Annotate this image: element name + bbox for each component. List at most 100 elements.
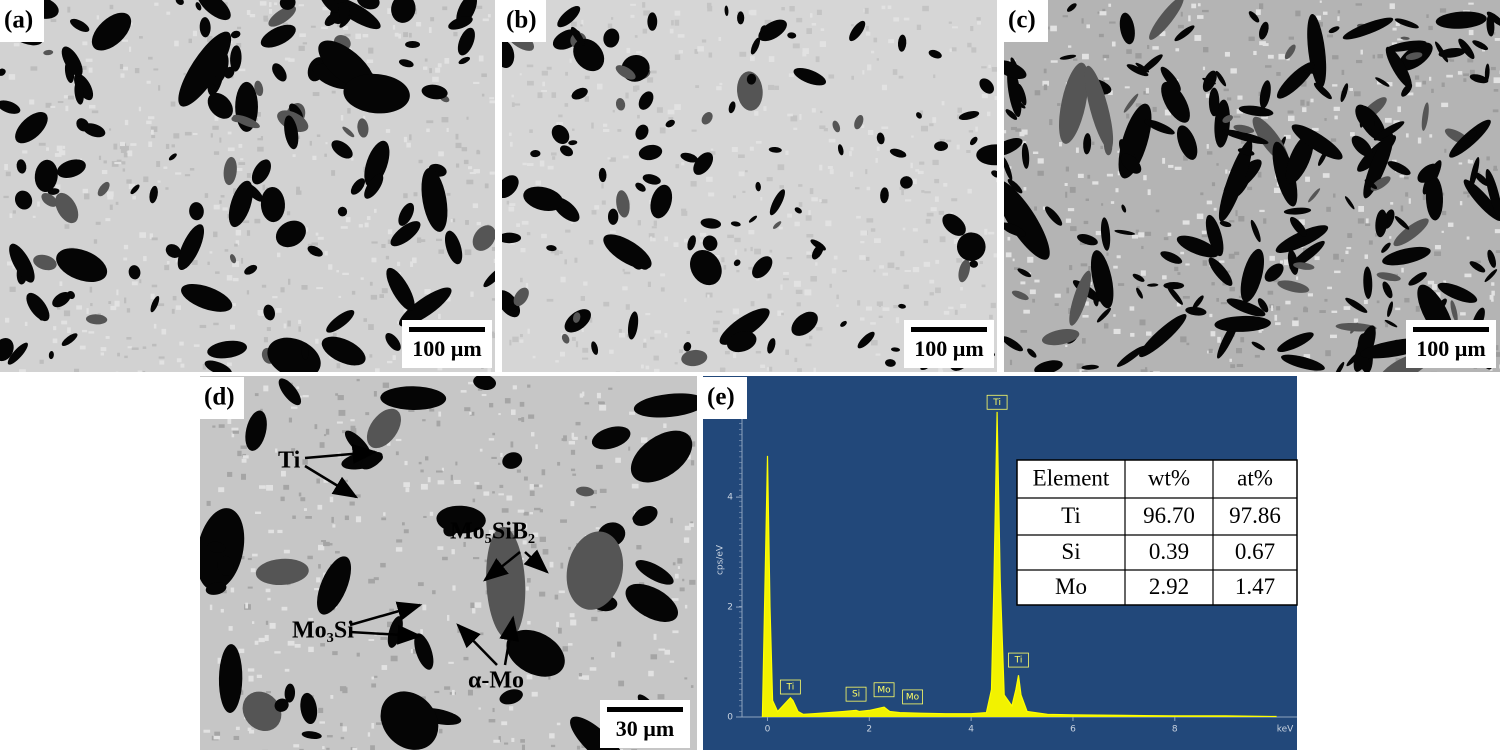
texture xyxy=(1422,80,1427,85)
particle xyxy=(571,87,588,100)
texture xyxy=(218,487,225,493)
texture xyxy=(620,748,623,750)
texture xyxy=(191,260,198,265)
texture xyxy=(67,6,71,13)
texture xyxy=(96,15,99,20)
particle xyxy=(181,284,233,312)
texture xyxy=(403,529,409,534)
texture xyxy=(809,13,813,18)
texture xyxy=(338,295,342,299)
texture xyxy=(228,626,233,631)
texture xyxy=(777,310,784,316)
particle xyxy=(956,232,986,262)
texture xyxy=(381,244,386,248)
particle xyxy=(1004,60,1027,80)
particle xyxy=(1340,83,1349,102)
particle xyxy=(1450,300,1458,323)
texture xyxy=(1311,127,1319,131)
particle xyxy=(483,266,495,288)
texture xyxy=(539,509,543,513)
texture xyxy=(349,501,355,506)
texture xyxy=(484,183,489,189)
texture xyxy=(975,126,978,132)
texture xyxy=(508,206,515,212)
texture xyxy=(819,41,827,47)
texture xyxy=(588,239,594,245)
particle xyxy=(840,320,847,327)
texture xyxy=(1229,358,1232,362)
particle xyxy=(530,149,541,158)
texture xyxy=(520,277,523,283)
texture xyxy=(420,629,423,635)
texture xyxy=(683,537,690,543)
texture xyxy=(1263,218,1267,224)
texture xyxy=(1397,38,1404,41)
texture xyxy=(866,218,874,223)
texture xyxy=(291,448,296,452)
texture xyxy=(487,367,491,372)
texture xyxy=(263,385,269,392)
texture xyxy=(769,254,772,260)
texture xyxy=(829,169,834,175)
particle xyxy=(398,287,452,327)
texture xyxy=(1343,306,1351,310)
particle xyxy=(254,80,264,97)
texture xyxy=(901,189,904,196)
texture xyxy=(574,257,578,263)
texture xyxy=(12,265,17,269)
particle xyxy=(1004,156,1013,181)
texture xyxy=(258,637,265,643)
particle xyxy=(274,698,289,712)
particle xyxy=(1400,36,1410,40)
texture xyxy=(171,308,175,314)
texture xyxy=(232,277,239,282)
texture xyxy=(956,258,963,263)
texture xyxy=(724,350,730,355)
particle xyxy=(551,124,570,145)
texture xyxy=(1194,35,1202,41)
particle xyxy=(1313,82,1332,100)
texture xyxy=(710,148,714,151)
texture xyxy=(434,690,440,694)
texture xyxy=(1224,51,1230,57)
texture xyxy=(1466,236,1470,240)
texture xyxy=(1180,251,1185,255)
table-cell: 0.67 xyxy=(1235,539,1275,564)
particle xyxy=(74,73,94,101)
texture xyxy=(589,317,593,323)
texture xyxy=(381,288,388,294)
texture xyxy=(429,511,434,516)
texture xyxy=(802,48,809,55)
texture xyxy=(1102,54,1110,59)
texture xyxy=(345,217,351,223)
particle xyxy=(1004,336,1023,352)
texture xyxy=(288,417,293,423)
texture xyxy=(1147,189,1151,196)
texture xyxy=(799,114,802,120)
texture xyxy=(242,220,250,224)
texture xyxy=(274,651,281,654)
texture xyxy=(1287,115,1295,122)
texture xyxy=(870,322,876,325)
texture xyxy=(828,138,836,143)
texture xyxy=(217,657,224,664)
particle xyxy=(1096,307,1111,323)
texture xyxy=(50,105,56,109)
texture xyxy=(578,673,582,677)
texture xyxy=(653,355,659,361)
texture xyxy=(308,617,314,621)
texture xyxy=(1274,314,1278,321)
texture xyxy=(1102,8,1106,14)
texture xyxy=(893,17,900,22)
texture xyxy=(1077,173,1084,178)
texture xyxy=(682,578,685,582)
particle xyxy=(1345,297,1368,313)
texture xyxy=(85,58,93,62)
texture xyxy=(809,188,814,195)
texture xyxy=(501,721,508,726)
texture xyxy=(521,744,525,750)
texture xyxy=(734,237,741,243)
texture xyxy=(583,281,588,286)
particle xyxy=(755,181,761,192)
